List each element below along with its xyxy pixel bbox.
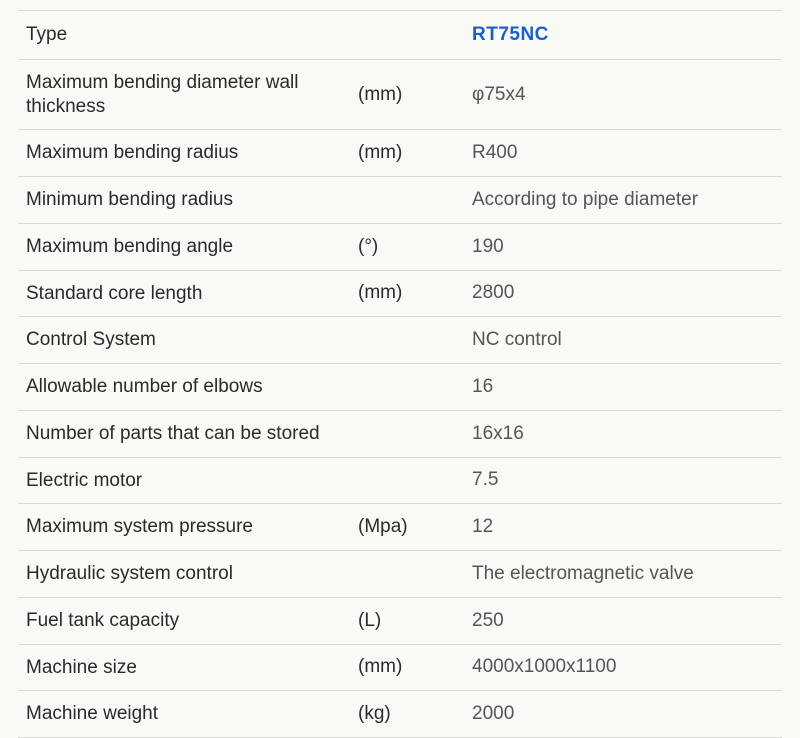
row-label: Maximum system pressure — [18, 504, 358, 551]
row-value: 7.5 — [468, 457, 782, 504]
row-value: 2000 — [468, 691, 782, 738]
row-value: NC control — [468, 317, 782, 364]
row-value: The electromagnetic valve — [468, 551, 782, 598]
table-header-row: Type RT75NC — [18, 11, 782, 60]
table-row: Maximum bending diameter wall thickness(… — [18, 59, 782, 130]
row-label: Standard core length — [18, 270, 358, 317]
row-label: Maximum bending radius — [18, 130, 358, 177]
row-value: 250 — [468, 597, 782, 644]
table-row: Electric motor 7.5 — [18, 457, 782, 504]
row-unit — [358, 364, 468, 411]
row-label: Maximum bending diameter wall thickness — [18, 59, 358, 130]
row-unit: (mm) — [358, 59, 468, 130]
table-row: Maximum bending radius(mm)R400 — [18, 130, 782, 177]
table-row: Maximum bending angle(°)190 — [18, 223, 782, 270]
row-unit — [358, 317, 468, 364]
row-label: Machine size — [18, 644, 358, 691]
row-label: Control System — [18, 317, 358, 364]
row-value: R400 — [468, 130, 782, 177]
row-label: Allowable number of elbows — [18, 364, 358, 411]
spec-table-body: Type RT75NC Maximum bending diameter wal… — [18, 11, 782, 738]
row-label: Minimum bending radius — [18, 177, 358, 224]
spec-table: Type RT75NC Maximum bending diameter wal… — [18, 10, 782, 738]
row-label: Fuel tank capacity — [18, 597, 358, 644]
header-label: Type — [18, 11, 358, 60]
row-unit: (mm) — [358, 270, 468, 317]
row-unit: (mm) — [358, 644, 468, 691]
row-unit: (kg) — [358, 691, 468, 738]
row-label: Number of parts that can be stored — [18, 410, 358, 457]
table-row: Standard core length(mm)2800 — [18, 270, 782, 317]
table-row: Maximum system pressure(Mpa)12 — [18, 504, 782, 551]
row-unit: (Mpa) — [358, 504, 468, 551]
header-unit — [358, 11, 468, 60]
row-value: 16 — [468, 364, 782, 411]
header-value: RT75NC — [468, 11, 782, 60]
table-row: Control System NC control — [18, 317, 782, 364]
table-row: Machine weight(kg)2000 — [18, 691, 782, 738]
row-label: Hydraulic system control — [18, 551, 358, 598]
table-row: Number of parts that can be stored 16x16 — [18, 410, 782, 457]
row-value: φ75x4 — [468, 59, 782, 130]
table-row: Allowable number of elbows 16 — [18, 364, 782, 411]
row-label: Machine weight — [18, 691, 358, 738]
row-unit — [358, 457, 468, 504]
table-row: Machine size(mm)4000x1000x1100 — [18, 644, 782, 691]
row-value: 2800 — [468, 270, 782, 317]
row-value: 12 — [468, 504, 782, 551]
row-value: 4000x1000x1100 — [468, 644, 782, 691]
row-unit — [358, 410, 468, 457]
table-row: Minimum bending radius According to pipe … — [18, 177, 782, 224]
table-row: Fuel tank capacity(L)250 — [18, 597, 782, 644]
row-label: Maximum bending angle — [18, 223, 358, 270]
row-unit: (°) — [358, 223, 468, 270]
row-value: 190 — [468, 223, 782, 270]
row-label: Electric motor — [18, 457, 358, 504]
row-unit: (mm) — [358, 130, 468, 177]
row-unit — [358, 551, 468, 598]
table-row: Hydraulic system control The electromagne… — [18, 551, 782, 598]
row-value: 16x16 — [468, 410, 782, 457]
row-unit — [358, 177, 468, 224]
row-value: According to pipe diameter — [468, 177, 782, 224]
row-unit: (L) — [358, 597, 468, 644]
